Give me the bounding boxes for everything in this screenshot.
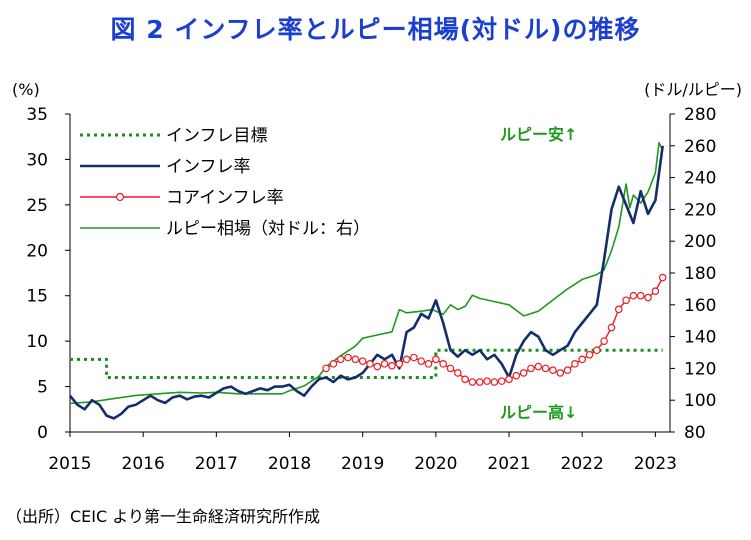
right-tick-label: 160 [684, 296, 716, 316]
core-inflation-point [454, 369, 462, 377]
core-inflation-point [483, 377, 491, 385]
right-tick-label: 280 [684, 105, 716, 125]
core-inflation-point [614, 305, 623, 314]
core-inflation-point [461, 375, 469, 384]
core-inflation-point [556, 369, 565, 377]
x-tick-label: 2018 [268, 454, 311, 474]
left-tick-label: 20 [26, 241, 48, 261]
left-tick-label: 5 [37, 378, 48, 398]
core-inflation-point [395, 360, 404, 368]
core-inflation-point [336, 355, 345, 364]
core-inflation-point [593, 346, 601, 355]
x-tick-label: 2015 [48, 454, 91, 474]
right-tick-label: 240 [684, 169, 716, 189]
legend-label-2: コアインフレ率 [166, 188, 284, 208]
legend-label-3: ルピー相場（対ドル：右） [166, 219, 370, 239]
core-inflation-point [512, 371, 521, 380]
right-tick-label: 200 [684, 232, 716, 252]
core-inflation-point [388, 361, 396, 370]
core-inflation-point [497, 377, 506, 385]
annotation-rupee-weak: ルピー安↑ [500, 125, 577, 144]
core-inflation-point [629, 291, 638, 300]
core-inflation-point [475, 378, 484, 386]
series-layer [68, 141, 667, 420]
core-inflation-point [344, 353, 352, 362]
core-inflation-point [600, 337, 608, 345]
source-note: （出所）CEIC より第一生命経済研究所作成 [6, 507, 320, 526]
core-inflation-point [417, 357, 426, 365]
right-tick-label: 220 [684, 200, 716, 220]
right-axis-unit: (ドル/ルピー) [644, 80, 742, 99]
axes: 0 5 10 15 20 25 30 35 80 100 120 140 160 180 200 220 240… [26, 105, 716, 474]
right-tick-label: 80 [684, 423, 706, 443]
x-tick-label: 2019 [341, 454, 384, 474]
right-tick-label: 180 [684, 264, 716, 284]
left-tick-label: 25 [26, 196, 48, 216]
x-tick-label: 2021 [487, 454, 530, 474]
x-tick-label: 2023 [634, 454, 677, 474]
right-tick-label: 100 [684, 391, 716, 411]
core-inflation-point [439, 360, 447, 368]
core-inflation-point [410, 353, 418, 362]
legend-label-1: インフレ率 [166, 157, 251, 177]
core-inflation-point [527, 364, 535, 373]
core-inflation-point [658, 273, 667, 282]
core-inflation-point [380, 360, 389, 368]
core-inflation-point [563, 366, 572, 375]
core-inflation-point [541, 364, 550, 373]
core-inflation-point [446, 364, 455, 373]
core-inflation-point [644, 293, 652, 302]
right-tick-label: 120 [684, 359, 716, 379]
core-inflation-point [424, 360, 433, 368]
core-inflation-point [585, 350, 594, 359]
core-inflation-point [329, 360, 338, 368]
series-line-0 [70, 348, 663, 379]
legend-label-0: インフレ目標 [166, 126, 268, 146]
series-line-3 [69, 141, 664, 405]
core-inflation-point [432, 355, 440, 364]
legend-marker [115, 192, 125, 202]
core-inflation-point [468, 378, 477, 386]
core-inflation-point [351, 355, 360, 364]
core-inflation-point [607, 323, 616, 332]
left-axis-unit: (%) [12, 80, 40, 99]
x-tick-label: 2016 [122, 454, 165, 474]
core-inflation-point [534, 362, 543, 371]
core-inflation-point [622, 296, 630, 305]
x-tick-label: 2020 [414, 454, 457, 474]
core-inflation-point [366, 360, 374, 368]
chart-title: 図 2 インフレ率とルピー相場(対ドル)の推移 [110, 15, 641, 44]
series-line-1 [68, 145, 664, 420]
core-inflation-point [578, 355, 586, 364]
x-tick-label: 2022 [561, 454, 604, 474]
right-tick-label: 260 [684, 137, 716, 157]
left-tick-label: 0 [37, 423, 48, 443]
left-tick-label: 35 [26, 105, 48, 125]
annotation-rupee-strong: ルピー高↓ [500, 403, 577, 422]
core-inflation-point [505, 375, 513, 384]
left-tick-label: 10 [26, 332, 48, 352]
core-inflation-point [636, 291, 645, 300]
core-inflation-point [651, 287, 660, 295]
core-inflation-point [358, 357, 367, 365]
x-tick-label: 2017 [195, 454, 238, 474]
core-inflation-point [402, 355, 411, 364]
left-tick-label: 15 [26, 287, 48, 307]
core-inflation-point [490, 378, 499, 386]
core-inflation-point [519, 369, 528, 377]
core-inflation-point [549, 366, 557, 375]
core-inflation-point [322, 364, 330, 373]
right-tick-label: 140 [684, 328, 716, 348]
core-inflation-point [373, 362, 382, 371]
left-tick-label: 30 [26, 150, 48, 170]
core-inflation-point [571, 360, 579, 368]
